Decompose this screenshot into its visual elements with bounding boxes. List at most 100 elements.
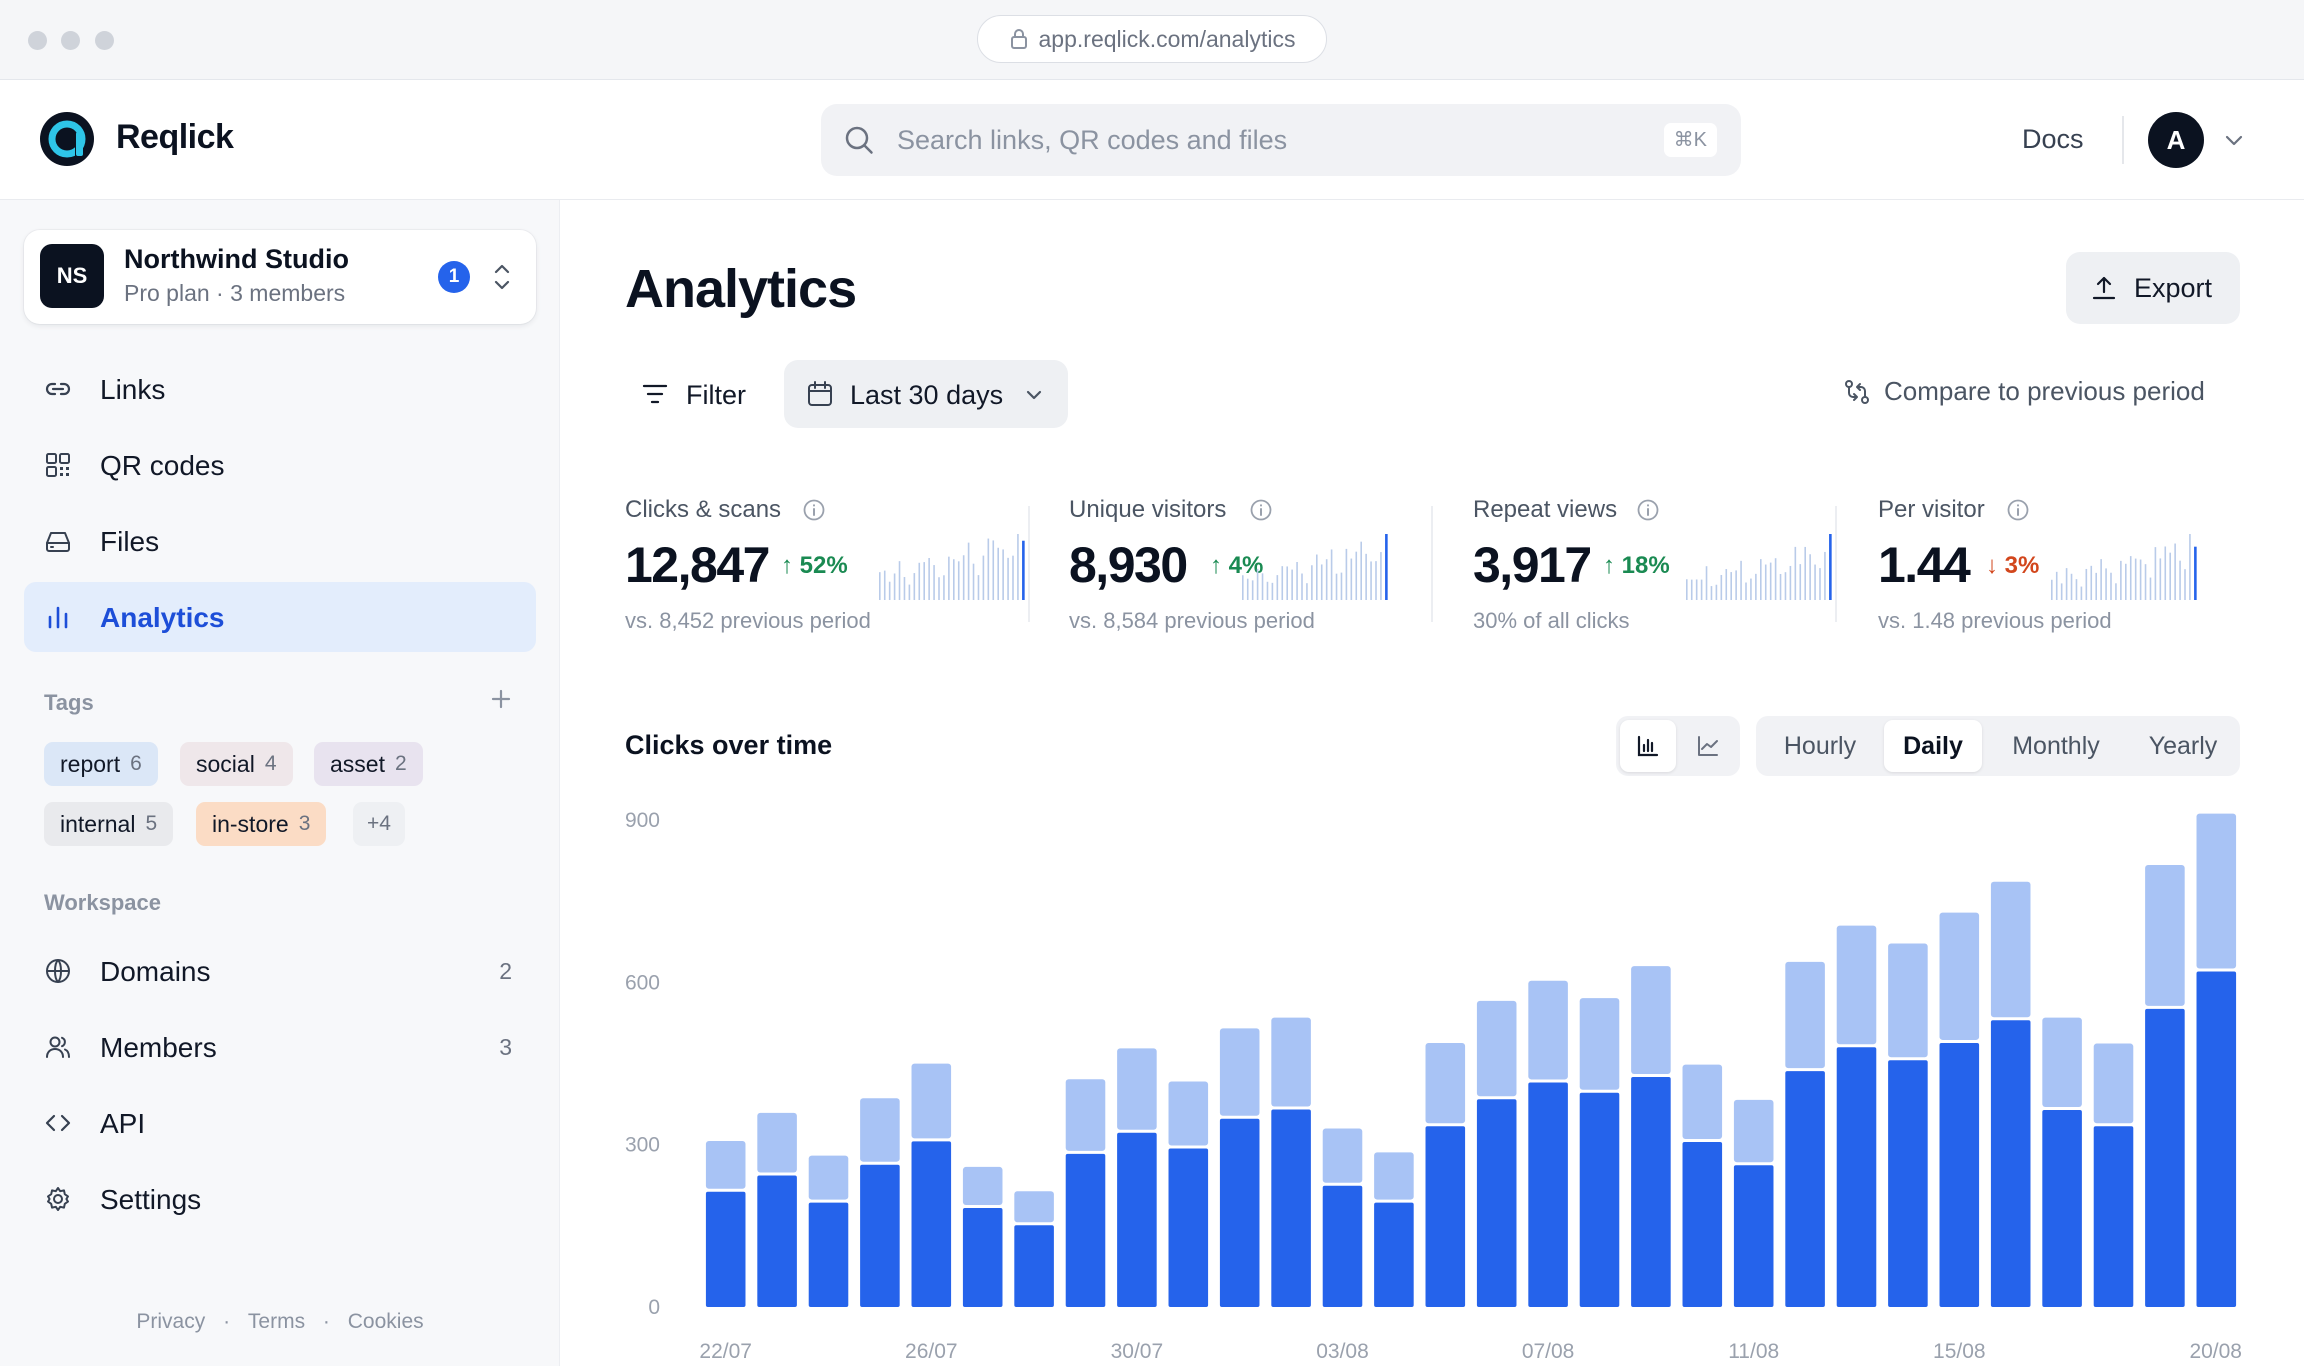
more-tags-button[interactable]: +4 [353,802,405,846]
tab-hourly[interactable]: Hourly [1783,731,1857,760]
address-bar[interactable]: app.reqlick.com/analytics [977,15,1327,63]
sparkline-bar [888,581,891,600]
bar-segment-secondary [1476,1000,1517,1097]
line-chart-view-button[interactable] [1680,720,1736,772]
tag-name: in-store [212,810,289,837]
bar-segment-secondary [1939,912,1980,1040]
compare-arrows-icon [1845,379,1869,404]
user-avatar[interactable]: A [2148,112,2204,168]
sparkline-bar [957,561,960,600]
sparkline-bar [1829,534,1832,600]
sidebar-item-settings[interactable]: Settings [24,1164,536,1234]
add-tag-icon[interactable] [486,684,516,714]
info-icon[interactable] [1636,498,1660,522]
sparkline-bar [1012,555,1014,600]
x-tick-label: 26/07 [905,1340,958,1363]
bar-segment-secondary [757,1112,797,1173]
sparkline-bar [987,538,990,600]
filter-button[interactable]: Filter [625,360,765,428]
tag-internal[interactable]: internal 5 [44,802,174,846]
sparkline-bar [2144,564,2147,600]
sparkline-bar [1799,564,1802,600]
page-title: Analytics [625,259,857,319]
workspace-switcher[interactable]: NS Northwind Studio Pro plan · 3 members… [24,230,536,324]
bar-segment-primary [1733,1165,1774,1307]
bar-segment-secondary [1990,881,2031,1018]
drive-icon [46,532,70,552]
reqlick-logo-icon[interactable] [38,110,96,168]
export-button[interactable]: Export [2066,252,2240,324]
bar-segment-secondary [2145,864,2185,1006]
sidebar-item-files[interactable]: Files [24,506,536,576]
window-minimize-dot[interactable] [61,31,80,50]
tab-monthly[interactable]: Monthly [2012,731,2100,760]
global-search[interactable]: ⌘K [821,104,1741,176]
sparkline-bar [2080,586,2083,600]
chevron-down-icon[interactable] [2222,128,2246,152]
sparkline-bar [1385,534,1388,600]
sidebar-item-links[interactable]: Links [24,354,536,424]
sparkline-bar [1715,584,1718,600]
brand-name: Reqlick [116,118,234,156]
tag-name: asset [330,750,385,777]
info-icon[interactable] [2006,498,2030,522]
chevron-down-icon [1026,390,1042,400]
stat-sparkline [1686,534,1832,600]
sidebar-item-domains[interactable]: Domains 2 [24,936,536,1006]
sparkline-bar [1306,583,1308,600]
sparkline-bar [1301,573,1303,600]
sparkline-bar [938,577,940,600]
sparkline-bar [943,575,945,600]
url-text: app.reqlick.com/analytics [1038,25,1296,52]
bar-segment-secondary [1836,925,1877,1045]
bar-segment-primary [1014,1225,1054,1307]
tag-in-store[interactable]: in-store 3 [196,802,327,846]
docs-link[interactable]: Docs [2022,124,2084,154]
sparkline-bar [928,558,930,600]
sidebar-item-analytics[interactable]: Analytics [24,582,536,652]
bar-chart-view-button[interactable] [1620,720,1676,772]
tab-yearly[interactable]: Yearly [2148,731,2218,760]
info-icon[interactable] [802,498,826,522]
compare-toggle[interactable]: Compare to previous period [1842,376,2205,407]
tag-report[interactable]: report 6 [44,742,158,786]
stat-card-clicks: Clicks & scans 12,847 ↑ 52% vs. 8,452 pr… [625,490,1025,640]
window-zoom-dot[interactable] [95,31,114,50]
bar-segment-primary [705,1191,746,1307]
sparkline-bar [1794,546,1797,600]
sparkline-bar [879,572,881,600]
tag-count: 2 [394,752,407,775]
sparkline-bar [1276,575,1279,600]
cookies-link[interactable]: Cookies [347,1310,424,1333]
date-range-select[interactable]: Last 30 days [784,360,1068,428]
stat-card-per-visitor: Per visitor 1.44 ↓ 3% vs. 1.48 previous … [1878,490,2258,640]
sidebar-item-api[interactable]: API [24,1088,536,1158]
sparkline-bar [898,561,901,600]
sidebar-item-qr-codes[interactable]: QR codes [24,430,536,500]
gear-icon [47,1187,69,1211]
chevron-up-down-icon [494,264,510,290]
bar-chart-icon [1637,735,1659,757]
more-tags-count: +4 [367,812,391,835]
window-close-dot[interactable] [28,31,47,50]
tag-asset[interactable]: asset 2 [314,742,423,786]
search-input[interactable] [897,104,1597,176]
privacy-link[interactable]: Privacy [136,1310,206,1333]
stat-label: Unique visitors [1069,496,1227,523]
search-shortcut-badge: ⌘K [1663,123,1717,157]
bar-segment-secondary [1631,966,1671,1075]
stat-delta-value: 18% [1621,552,1670,579]
sidebar-item-label: Analytics [100,602,225,633]
sparkline-bar [1784,572,1787,600]
bar-segment-primary [1990,1020,2031,1307]
tag-count: 6 [130,752,142,775]
tab-daily[interactable]: Daily [1884,720,1982,772]
x-tick-label: 20/08 [2189,1340,2242,1363]
sidebar-item-members[interactable]: Members 3 [24,1012,536,1082]
arrow-up-icon: ↑ [1210,552,1222,579]
sparkline-bar [1764,564,1767,600]
tag-social[interactable]: social 4 [180,742,293,786]
sparkline-bar [1345,548,1348,600]
info-icon[interactable] [1249,498,1273,522]
terms-link[interactable]: Terms [247,1310,306,1333]
